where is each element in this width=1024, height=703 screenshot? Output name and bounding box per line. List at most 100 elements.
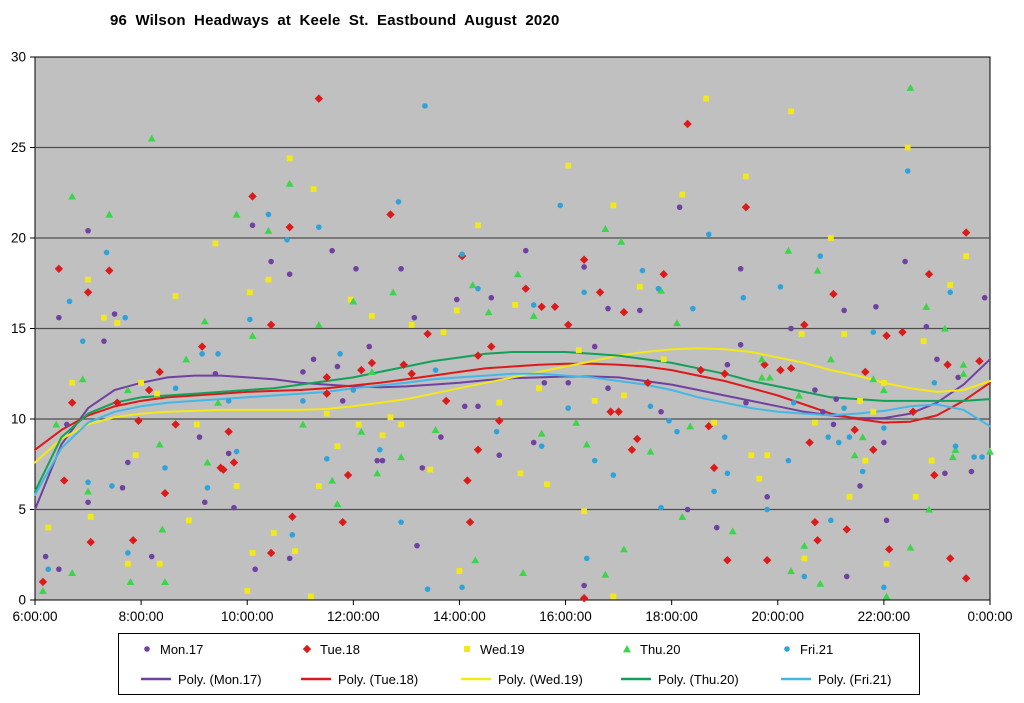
scatter-point-thu-20 <box>882 592 891 600</box>
scatter-point-thu-20 <box>431 426 440 433</box>
scatter-point-fri-21 <box>952 443 959 449</box>
scatter-point-thu-20 <box>787 567 795 575</box>
scatter-point-wed-19 <box>581 508 588 515</box>
scatter-point-wed-19 <box>743 173 749 180</box>
scatter-point-thu-20 <box>468 281 477 289</box>
scatter-point-wed-19 <box>124 560 131 567</box>
legend-item-wed-19: Wed.19 <box>439 642 599 657</box>
scatter-point-tue-18 <box>160 489 170 498</box>
scatter-point-mon-17 <box>101 338 107 344</box>
scatter-point-fri-21 <box>740 294 747 301</box>
scatter-point-wed-19 <box>862 457 869 464</box>
scatter-point-thu-20 <box>757 373 766 381</box>
scatter-point-tue-18 <box>720 369 729 378</box>
scatter-point-tue-18 <box>813 536 822 545</box>
scatter-point-tue-18 <box>550 302 560 311</box>
scatter-point-fri-21 <box>711 488 717 495</box>
scatter-point-wed-19 <box>408 321 415 328</box>
scatter-point-mon-17 <box>334 363 341 370</box>
y-tick-label: 10 <box>11 412 26 427</box>
scatter-point-mon-17 <box>764 494 770 500</box>
scatter-point-tue-18 <box>495 416 504 426</box>
scatter-point-mon-17 <box>530 439 537 446</box>
scatter-point-fri-21 <box>647 403 654 410</box>
scatter-point-fri-21 <box>904 168 911 174</box>
scatter-point-tue-18 <box>285 222 294 232</box>
scatter-point-thu-20 <box>84 487 92 495</box>
scatter-point-tue-18 <box>314 94 324 103</box>
scatter-point-fri-21 <box>674 428 680 435</box>
legend-label: Wed.19 <box>480 641 525 657</box>
scatter-point-fri-21 <box>265 211 272 218</box>
scatter-point-tue-18 <box>59 476 69 485</box>
scatter-point-tue-18 <box>869 445 878 454</box>
x-tick-label: 22:00:00 <box>858 609 911 624</box>
scatter-point-mon-17 <box>605 385 611 392</box>
scatter-point-mon-17 <box>581 582 587 589</box>
scatter-point-thu-20 <box>673 319 681 327</box>
scatter-point-tue-18 <box>786 364 796 373</box>
scatter-point-fri-21 <box>493 428 500 435</box>
scatter-point-tue-18 <box>829 289 838 299</box>
scatter-point-tue-18 <box>521 284 530 293</box>
x-tick-label: 10:00:00 <box>221 609 274 624</box>
scatter-point-tue-18 <box>776 365 785 375</box>
scatter-point-fri-21 <box>724 470 731 477</box>
scatter-point-tue-18 <box>219 465 228 474</box>
scatter-point-mon-17 <box>968 468 975 475</box>
scatter-point-tue-18 <box>943 360 952 369</box>
scatter-point-mon-17 <box>398 265 404 272</box>
scatter-point-wed-19 <box>880 379 887 386</box>
scatter-point-fri-21 <box>459 251 465 258</box>
scatter-point-wed-19 <box>132 452 139 459</box>
circle-marker-icon <box>144 646 150 652</box>
scatter-point-tue-18 <box>473 351 483 360</box>
legend-label: Poly. (Tue.18) <box>338 671 419 687</box>
y-tick-label: 25 <box>11 140 26 155</box>
scatter-point-fri-21 <box>591 457 598 464</box>
scatter-point-thu-20 <box>858 433 867 441</box>
scatter-point-mon-17 <box>843 573 850 580</box>
scatter-point-mon-17 <box>881 439 887 446</box>
scatter-point-thu-20 <box>357 427 366 435</box>
scatter-point-thu-20 <box>537 429 546 437</box>
scatter-point-fri-21 <box>777 284 784 290</box>
scatter-point-wed-19 <box>812 419 818 426</box>
scatter-point-tue-18 <box>266 548 276 558</box>
scatter-point-wed-19 <box>679 191 686 198</box>
legend-item-tue-18: Tue.18 <box>279 642 439 657</box>
scatter-point-tue-18 <box>924 270 934 279</box>
scatter-point-wed-19 <box>621 392 627 399</box>
chart-legend: Mon.17 Tue.18 Wed.19 Thu.20 Fri.21 Poly. (Mo… <box>118 633 920 695</box>
scatter-point-wed-19 <box>45 524 52 531</box>
scatter-point-mon-17 <box>374 457 381 464</box>
scatter-point-thu-20 <box>519 569 528 576</box>
scatter-point-mon-17 <box>923 323 930 330</box>
scatter-point-fri-21 <box>247 316 253 323</box>
scatter-point-thu-20 <box>368 368 376 376</box>
scatter-point-mon-17 <box>591 343 598 350</box>
scatter-point-thu-20 <box>373 469 382 477</box>
scatter-point-thu-20 <box>906 543 915 551</box>
scatter-point-wed-19 <box>101 314 107 321</box>
scatter-point-thu-20 <box>264 226 273 234</box>
scatter-point-wed-19 <box>565 162 572 169</box>
scatter-point-mon-17 <box>902 258 908 265</box>
scatter-point-mon-17 <box>684 506 691 513</box>
scatter-point-thu-20 <box>951 445 960 453</box>
y-tick-label: 0 <box>18 593 26 608</box>
scatter-point-thu-20 <box>529 312 538 319</box>
scatter-point-fri-21 <box>66 298 73 305</box>
scatter-point-thu-20 <box>484 308 493 316</box>
scatter-point-wed-19 <box>788 108 794 115</box>
scatter-point-thu-20 <box>123 386 132 394</box>
scatter-point-mon-17 <box>329 247 335 254</box>
scatter-point-mon-17 <box>637 307 643 314</box>
scatter-point-tue-18 <box>619 308 629 317</box>
scatter-point-thu-20 <box>879 386 888 394</box>
scatter-point-mon-17 <box>212 370 219 377</box>
scatter-point-mon-17 <box>883 517 890 524</box>
scatter-point-thu-20 <box>906 83 915 91</box>
scatter-point-mon-17 <box>252 566 258 573</box>
scatter-point-wed-19 <box>292 548 298 555</box>
